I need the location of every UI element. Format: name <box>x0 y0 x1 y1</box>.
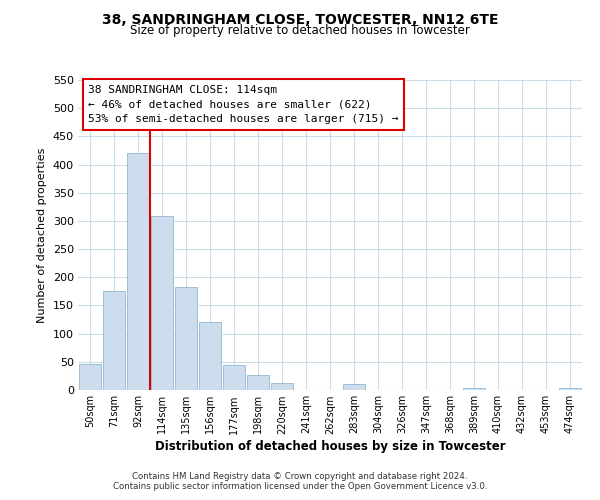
X-axis label: Distribution of detached houses by size in Towcester: Distribution of detached houses by size … <box>155 440 505 454</box>
Bar <box>343 384 365 390</box>
Text: 38, SANDRINGHAM CLOSE, TOWCESTER, NN12 6TE: 38, SANDRINGHAM CLOSE, TOWCESTER, NN12 6… <box>102 12 498 26</box>
Bar <box>463 388 485 390</box>
Bar <box>199 322 221 390</box>
Y-axis label: Number of detached properties: Number of detached properties <box>37 148 47 322</box>
Bar <box>127 154 149 390</box>
Bar <box>223 364 245 390</box>
Bar <box>79 364 101 390</box>
Bar <box>103 292 125 390</box>
Bar <box>175 287 197 390</box>
Bar <box>151 216 173 390</box>
Text: Contains public sector information licensed under the Open Government Licence v3: Contains public sector information licen… <box>113 482 487 491</box>
Bar <box>271 383 293 390</box>
Bar <box>559 388 581 390</box>
Text: Size of property relative to detached houses in Towcester: Size of property relative to detached ho… <box>130 24 470 37</box>
Text: 38 SANDRINGHAM CLOSE: 114sqm
← 46% of detached houses are smaller (622)
53% of s: 38 SANDRINGHAM CLOSE: 114sqm ← 46% of de… <box>88 84 398 124</box>
Bar <box>247 375 269 390</box>
Text: Contains HM Land Registry data © Crown copyright and database right 2024.: Contains HM Land Registry data © Crown c… <box>132 472 468 481</box>
